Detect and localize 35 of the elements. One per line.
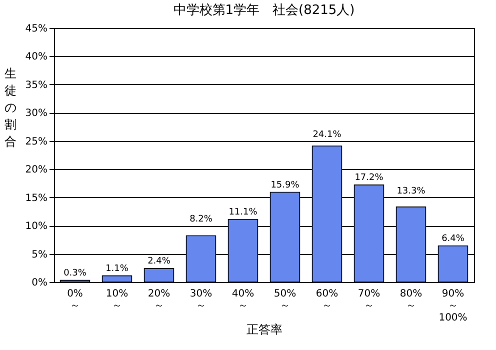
x-tick-label: 90% ～ 100%	[438, 288, 468, 324]
x-tick-label: 0% ～	[67, 288, 83, 312]
data-label: 1.1%	[106, 264, 129, 274]
x-tick-label: 50% ～	[274, 288, 296, 312]
x-axis-title: 正答率	[246, 322, 282, 336]
x-tick-label: 70% ～	[358, 288, 380, 312]
x-tick-label: 20% ～	[148, 288, 170, 312]
x-tick-label: 80% ～	[400, 288, 422, 312]
x-tick-label: 30% ～	[190, 288, 212, 312]
data-label: 24.1%	[312, 130, 342, 140]
y-tick-label: 15%	[25, 192, 48, 204]
y-tick-label: 30%	[25, 108, 48, 120]
data-label: 2.4%	[148, 256, 171, 266]
data-label: 11.1%	[228, 207, 258, 218]
y-tick-label: 10%	[25, 221, 48, 232]
data-label: 0.3%	[64, 268, 87, 278]
y-tick-label: 20%	[25, 164, 48, 176]
y-tick-label: 5%	[32, 249, 48, 260]
data-label: 17.2%	[354, 172, 384, 183]
data-label: 15.9%	[270, 180, 300, 190]
data-label: 8.2%	[190, 214, 213, 225]
y-tick-label: 35%	[25, 80, 48, 91]
x-tick-label: 60% ～	[316, 288, 338, 312]
y-tick-label: 45%	[25, 24, 48, 34]
y-tick-label: 25%	[25, 136, 48, 148]
y-tick-label: 40%	[25, 52, 48, 63]
y-tick-label: 0%	[32, 278, 48, 288]
x-tick-label: 40% ～	[232, 288, 254, 312]
bar	[144, 268, 174, 282]
y-axis-title: 生徒の割合	[4, 66, 16, 148]
x-tick-label: 10% ～	[106, 288, 128, 312]
data-label: 13.3%	[396, 186, 426, 196]
data-label: 6.4%	[442, 234, 465, 244]
bar	[102, 275, 132, 282]
chart-title: 中学校第1学年 社会(8215人)	[173, 3, 355, 18]
